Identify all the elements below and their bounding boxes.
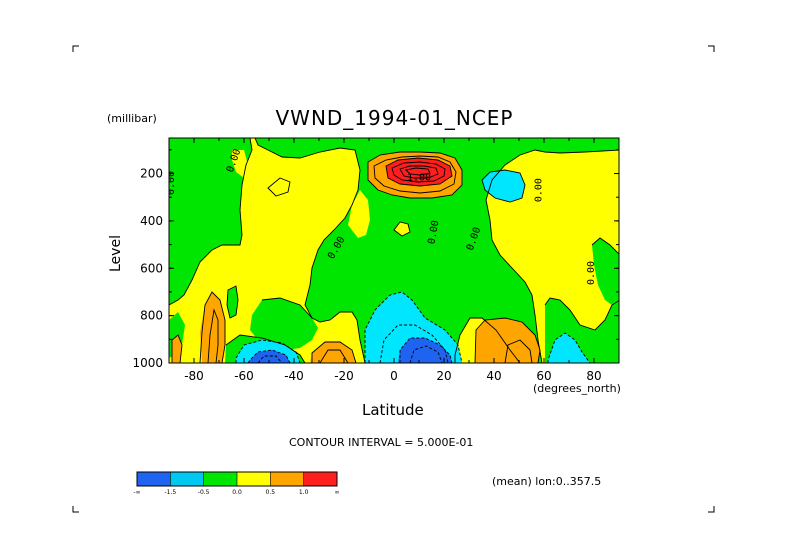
contour-line-dashed — [547, 332, 591, 363]
colorbar-swatch — [170, 472, 204, 486]
x-tick-label: -80 — [184, 369, 204, 383]
contour-interval-text: CONTOUR INTERVAL = 5.000E-01 — [289, 436, 474, 449]
y-tick-label: 600 — [140, 261, 163, 275]
x-tick-label: 60 — [536, 369, 551, 383]
colorbar-swatch — [203, 472, 237, 486]
y-axis: 200 400 600 800 1000 — [132, 149, 619, 370]
y-tick-label: 800 — [140, 309, 163, 323]
contour-line-dashed — [247, 349, 291, 363]
contour-line — [405, 167, 431, 176]
fill-cyan-upper-north — [482, 170, 525, 202]
chart-title: VWND_1994-01_NCEP — [275, 106, 514, 130]
fill-green-west — [169, 138, 252, 305]
colorbar-label: 0.0 — [232, 489, 242, 496]
contour-line — [393, 221, 411, 237]
y-tick-label: 200 — [140, 167, 163, 181]
fill-yellow-patch-west — [232, 150, 248, 178]
contour-label: 1.00 — [407, 173, 431, 184]
y-tick-label: 400 — [140, 214, 163, 228]
contour-line — [474, 317, 541, 363]
contour-lines — [169, 138, 619, 363]
colorbar-label: -0.5 — [198, 489, 210, 496]
colorbar: -∞ -1.5 -0.5 0.0 0.5 1.0 ∞ — [133, 471, 340, 496]
y-tick-label: 1000 — [132, 356, 163, 370]
x-axis: -80 -60 -40 -20 0 20 40 60 80 — [168, 138, 620, 383]
fill-cyan-east-low — [548, 333, 590, 363]
fill-orange-north-low — [475, 318, 540, 363]
colorbar-label: -∞ — [133, 489, 140, 496]
fill-green-mid-low — [250, 298, 318, 350]
colorbar-swatch — [137, 472, 171, 486]
contour-line-dashed — [257, 355, 283, 363]
contour-line — [544, 297, 619, 331]
colorbar-label: 1.0 — [299, 489, 309, 496]
contour-label: 0.00 — [427, 219, 442, 245]
contour-line — [391, 161, 446, 183]
fill-green-center — [255, 138, 619, 363]
contour-line — [504, 339, 533, 363]
x-tick-label: 80 — [586, 369, 601, 383]
plot-area: 0.000.000.001.000.00 0.000.000.00 — [166, 138, 619, 363]
contour-line — [261, 297, 313, 319]
x-axis-label: Latitude — [362, 401, 424, 419]
fill-yellow-mid — [348, 190, 370, 238]
contour-label: 0.00 — [166, 171, 177, 195]
contour-line — [169, 138, 253, 306]
colorbar-label: -1.5 — [164, 489, 176, 496]
contour-line — [311, 341, 357, 363]
y-unit-label: (millibar) — [107, 112, 157, 125]
contour-line — [373, 155, 457, 194]
corner-marks — [72, 45, 715, 513]
contour-line-dashed — [364, 291, 463, 363]
contour-label: 0.00 — [586, 261, 597, 285]
fill-orange-west-2 — [172, 335, 182, 363]
contour-line — [481, 169, 526, 203]
contour-line — [226, 285, 239, 319]
contour-line — [207, 308, 219, 363]
x-tick-label: 0 — [390, 369, 398, 383]
contour-line — [485, 149, 619, 363]
colorbar-swatch — [237, 472, 271, 486]
contour-line — [267, 177, 291, 197]
contour-line — [591, 237, 619, 255]
contour-line-dashed — [399, 337, 453, 363]
y-axis-label: Level — [108, 235, 124, 272]
colorbar-swatch — [270, 472, 304, 486]
x-tick-label: -20 — [334, 369, 354, 383]
x-unit-label: (degrees_north) — [533, 382, 621, 395]
fill-yellow-blob-1 — [268, 178, 290, 196]
contour-line — [385, 157, 453, 187]
fill-green-west-strip — [227, 286, 238, 318]
contour-line — [254, 138, 366, 363]
x-tick-label: 40 — [486, 369, 501, 383]
contour-line — [399, 165, 439, 179]
fill-red-jet-core — [386, 158, 452, 186]
contour-line — [367, 151, 463, 199]
x-tick-label: -40 — [284, 369, 304, 383]
mean-text: (mean) lon:0..357.5 — [492, 475, 602, 488]
contour-line-dashed — [409, 345, 443, 363]
contour-line — [199, 291, 226, 363]
contour-lines-negative — [235, 291, 591, 363]
x-tick-label: -60 — [234, 369, 254, 383]
contour-label: 0.00 — [534, 178, 545, 202]
fill-orange-west-1 — [200, 292, 225, 363]
colorbar-label: 0.5 — [266, 489, 276, 496]
contour-line-dashed — [235, 339, 301, 363]
colorbar-label: ∞ — [335, 489, 340, 496]
contour-line — [319, 349, 349, 363]
x-tick-label: 20 — [436, 369, 451, 383]
fill-green-east-column — [592, 238, 619, 305]
contour-line — [171, 334, 183, 363]
colorbar-swatch — [303, 472, 337, 486]
